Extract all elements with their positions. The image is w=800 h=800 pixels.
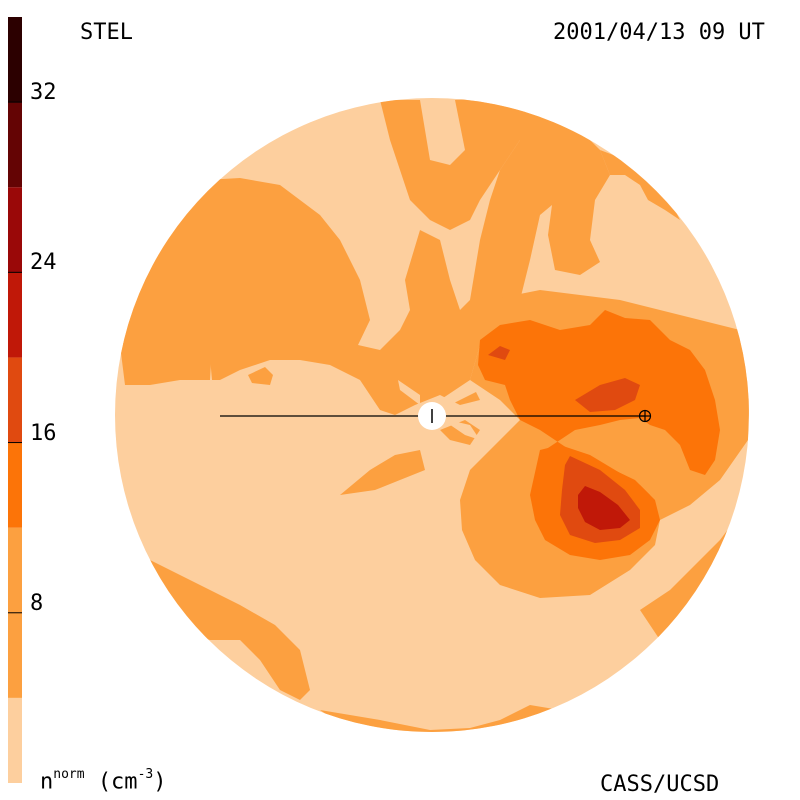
core-red <box>578 486 630 530</box>
colorbar-tick-label: 8 <box>30 590 44 616</box>
inner-light-spokes <box>398 380 480 462</box>
colorbar-level-7 <box>8 17 22 103</box>
colorbar-level-5 <box>8 187 22 273</box>
sun-marker <box>418 402 446 430</box>
colorbar-tick-label: 32 <box>30 80 57 106</box>
upper-orange-region <box>116 130 610 415</box>
colorbar-level-4 <box>8 272 22 358</box>
unit-paren: (cm <box>97 769 138 795</box>
left-orange-island <box>120 318 212 385</box>
colorbar-level-6 <box>8 102 22 188</box>
colorbar-tick-label: 16 <box>30 420 57 446</box>
level-high-regions <box>578 486 630 530</box>
bottom-orange <box>320 705 580 732</box>
unit-exponent: -3 <box>137 767 154 782</box>
upper-orange-top <box>380 98 600 230</box>
colorbar <box>8 17 22 783</box>
lower-orange-wedge <box>340 450 425 495</box>
earth-icon <box>638 409 652 423</box>
bottom-right-orange <box>640 520 740 640</box>
right-orange-top <box>600 150 680 220</box>
unit-close: ) <box>153 769 167 795</box>
upper-red-spot <box>488 346 510 360</box>
colorbar-ticks <box>8 101 22 614</box>
small-orange-island <box>248 367 273 385</box>
timestamp-label: 2001/04/13 09 UT <box>553 20 765 45</box>
colorbar-unit-label: nnorm (cm-3) <box>40 767 167 795</box>
right-mid-region <box>478 310 720 550</box>
colorbar-level-3 <box>8 357 22 443</box>
mid-red-lobe <box>575 378 640 412</box>
colorbar-level-0 <box>8 697 22 783</box>
lower-left-orange <box>150 560 310 700</box>
instrument-label: STEL <box>80 20 133 45</box>
colorbar-level-2 <box>8 442 22 528</box>
credit-label: CASS/UCSD <box>600 772 720 797</box>
unit-superscript: norm <box>53 767 85 782</box>
colorbar-tick-label: 24 <box>30 250 57 276</box>
unit-base: n <box>40 769 54 795</box>
